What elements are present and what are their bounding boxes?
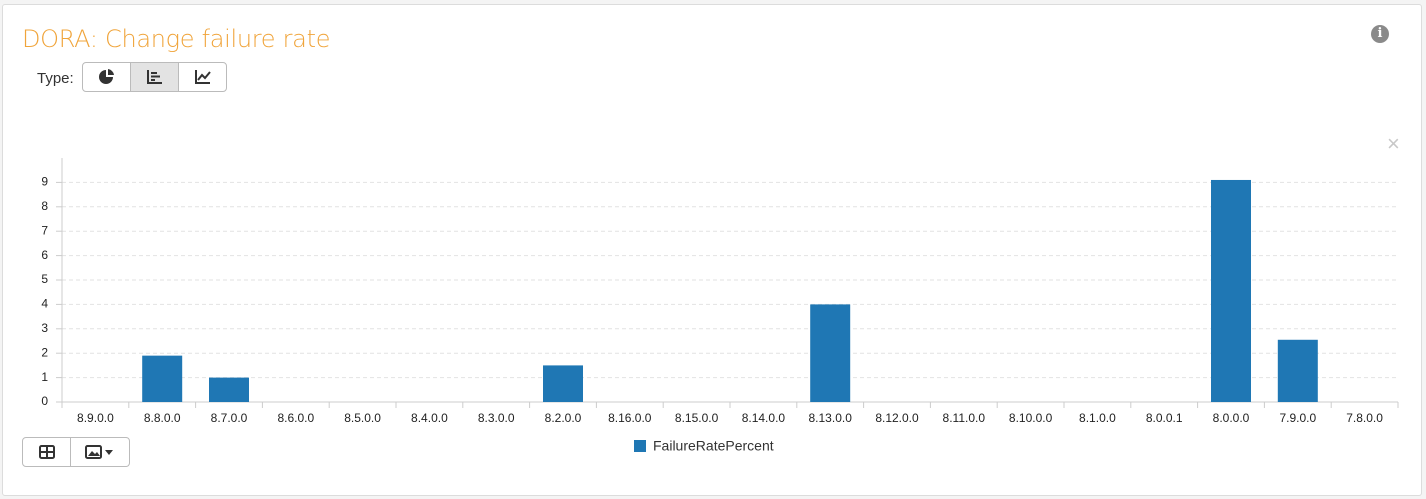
legend-label: FailureRatePercent <box>653 438 774 454</box>
type-label: Type: <box>37 70 74 87</box>
close-button[interactable]: × <box>1387 131 1400 156</box>
widget-card: DORA: Change failure rate i Type: × <box>2 4 1422 496</box>
bar-type-button[interactable] <box>131 63 179 91</box>
x-tick-label: 8.4.0.0 <box>411 411 448 425</box>
pie-type-button[interactable] <box>83 63 131 91</box>
line-icon <box>194 70 211 84</box>
x-tick-label: 8.0.0.0 <box>1213 411 1250 425</box>
x-tick-label: 8.16.0.0 <box>608 411 652 425</box>
image-icon <box>85 445 113 459</box>
bar <box>142 355 183 402</box>
y-tick-label: 3 <box>41 321 48 335</box>
x-tick-label: 7.8.0.0 <box>1346 411 1383 425</box>
x-tick-label: 8.0.0.1 <box>1146 411 1183 425</box>
x-tick-label: 8.9.0.0 <box>77 411 114 425</box>
bar <box>543 365 583 402</box>
widget-title: DORA: Change failure rate <box>22 25 331 53</box>
y-tick-label: 2 <box>41 345 48 359</box>
chart-type-group <box>82 62 227 92</box>
table-icon <box>38 445 55 459</box>
export-group <box>22 437 130 467</box>
x-tick-label: 8.8.0.0 <box>144 411 181 425</box>
bar-icon <box>146 70 162 84</box>
y-tick-label: 4 <box>41 297 48 311</box>
x-tick-label: 8.11.0.0 <box>943 411 986 425</box>
y-tick-label: 0 <box>41 394 48 408</box>
y-tick-label: 5 <box>41 272 48 286</box>
x-tick-label: 8.3.0.0 <box>478 411 515 425</box>
x-tick-label: 8.5.0.0 <box>344 411 381 425</box>
x-tick-label: 8.13.0.0 <box>809 411 853 425</box>
x-tick-label: 8.6.0.0 <box>277 411 314 425</box>
bar <box>810 304 851 402</box>
y-tick-label: 7 <box>41 223 48 237</box>
legend-swatch <box>634 440 646 452</box>
table-view-button[interactable] <box>23 438 71 466</box>
bar <box>1211 179 1251 402</box>
x-tick-label: 8.15.0.0 <box>675 411 719 425</box>
image-export-button[interactable] <box>71 438 129 466</box>
x-tick-label: 8.1.0.0 <box>1079 411 1116 425</box>
x-tick-label: 8.12.0.0 <box>875 411 919 425</box>
x-tick-label: 8.14.0.0 <box>742 411 786 425</box>
x-tick-label: 8.7.0.0 <box>211 411 248 425</box>
y-tick-label: 8 <box>41 199 48 213</box>
x-tick-label: 8.10.0.0 <box>1009 411 1053 425</box>
y-tick-label: 9 <box>41 175 48 189</box>
x-tick-label: 8.2.0.0 <box>545 411 582 425</box>
y-tick-label: 6 <box>41 248 48 262</box>
info-button[interactable]: i <box>1371 25 1389 43</box>
bar <box>1277 339 1318 402</box>
pie-icon <box>98 69 114 84</box>
x-tick-label: 7.9.0.0 <box>1279 411 1316 425</box>
line-type-button[interactable] <box>179 63 226 91</box>
bar <box>209 377 249 402</box>
y-tick-label: 1 <box>41 370 48 384</box>
